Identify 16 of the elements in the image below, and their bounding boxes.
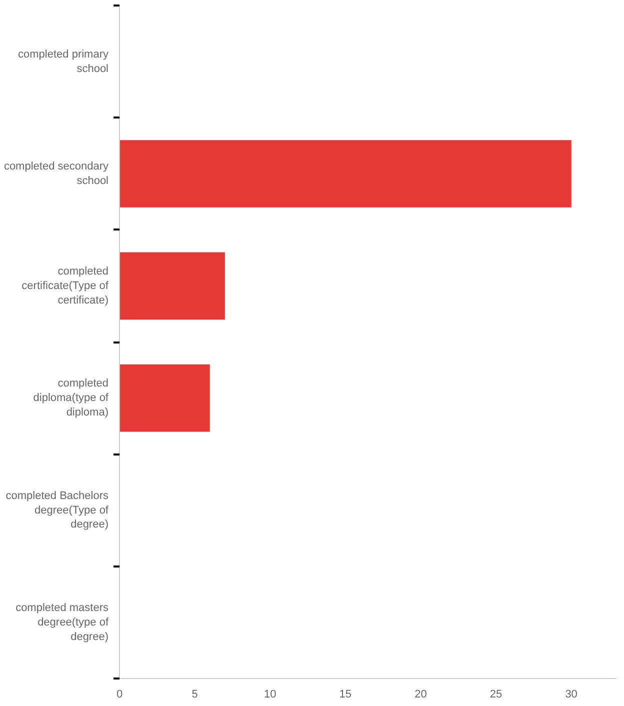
- y-tick-label: completed certificate(Type of certificate): [22, 266, 110, 306]
- x-tick-label: 10: [264, 688, 276, 700]
- y-tick-label: completed secondary school: [4, 160, 109, 187]
- x-tick-label: 25: [490, 688, 502, 700]
- y-tick-label: completed primary school: [18, 48, 109, 75]
- bar: [120, 252, 225, 320]
- x-tick-label: 5: [192, 688, 198, 700]
- y-tick-label: completed diploma(type of diploma): [33, 378, 110, 418]
- x-tick-label: 30: [565, 688, 578, 700]
- x-tick-label: 20: [414, 688, 427, 700]
- y-tick-label: completed Bachelors degree(Type of degree): [6, 490, 110, 531]
- bar: [120, 364, 210, 432]
- y-tick-label: completed masters degree(type of degree): [16, 602, 110, 643]
- x-tick-label: 0: [116, 688, 123, 700]
- x-tick-label: 15: [339, 688, 352, 700]
- bar: [120, 140, 572, 208]
